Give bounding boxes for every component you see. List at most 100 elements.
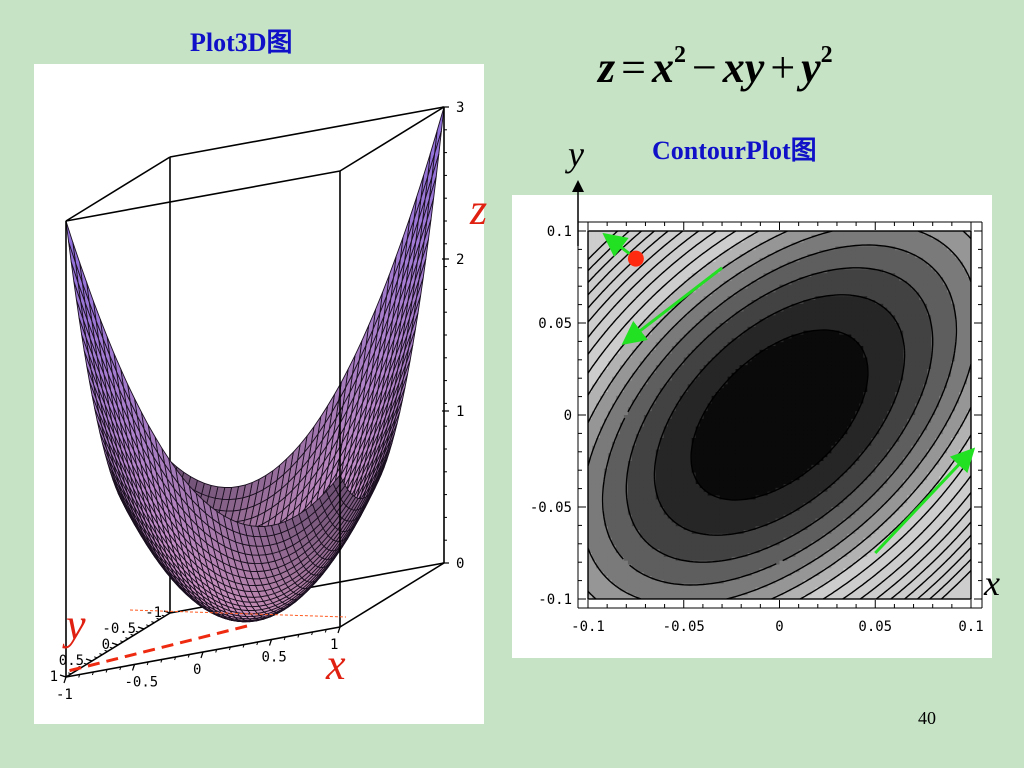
contour-band-cell	[715, 430, 721, 435]
contour-band-cell	[607, 518, 613, 523]
contour-band-cell	[615, 288, 621, 293]
contour-band-cell	[643, 234, 649, 240]
contour-band-cell	[615, 346, 621, 351]
contour-band-cell	[607, 388, 613, 393]
contour-band-cell	[715, 369, 721, 374]
contour-band-cell	[715, 499, 721, 504]
contour-band-cell	[643, 441, 649, 447]
contour-band-cell	[599, 353, 605, 359]
contour-band-cell	[588, 495, 593, 500]
contour-band-cell	[675, 526, 681, 531]
contour-band-cell	[631, 537, 637, 543]
contour-band-cell	[639, 365, 645, 370]
contour-regions	[588, 231, 971, 599]
contour-band-cell	[647, 537, 653, 543]
contour-band-cell	[655, 346, 661, 351]
contour-band-cell	[711, 300, 717, 305]
contour-band-cell	[647, 572, 653, 577]
contour-band-cell	[647, 323, 653, 328]
contour-band-cell	[623, 526, 629, 531]
contour-band-cell	[655, 376, 661, 382]
contour-band-cell	[607, 315, 613, 320]
contour-band-cell	[683, 323, 689, 328]
contour-band-cell	[659, 407, 665, 412]
contour-band-cell	[639, 231, 645, 236]
contour-band-cell	[595, 388, 601, 393]
contour-band-cell	[615, 280, 621, 286]
contour-band-cell	[651, 361, 657, 366]
contour-band-cell	[643, 261, 649, 267]
contour-band-cell	[659, 303, 665, 309]
contour-band-cell	[599, 392, 605, 397]
contour-band-cell	[591, 257, 597, 263]
contour-band-cell	[699, 507, 705, 512]
contour-band-cell	[591, 480, 597, 485]
contour-band-cell	[695, 384, 701, 389]
contour-band-cell	[683, 303, 689, 309]
contour-band-cell	[611, 530, 617, 535]
contour-band-cell	[695, 510, 701, 516]
box-edge	[65, 170, 341, 222]
contour-band-cell	[627, 572, 633, 577]
x-axis-label: x	[325, 640, 346, 689]
contour-band-cell	[715, 514, 721, 520]
contour-band-cell	[631, 579, 637, 585]
contour-band-cell	[647, 430, 653, 435]
contour-band-cell	[607, 346, 613, 351]
contour-band-cell	[719, 338, 725, 343]
contour-band-cell	[588, 323, 593, 328]
contour-band-cell	[683, 319, 689, 324]
contour-band-cell	[691, 568, 697, 573]
contour-band-cell	[647, 392, 653, 397]
contour-band-cell	[671, 403, 677, 408]
contour-band-cell	[679, 430, 685, 435]
contour-band-cell	[655, 449, 661, 454]
y-tick-label: 0.5	[59, 653, 84, 669]
contour-band-cell	[623, 307, 629, 313]
contour-band-cell	[639, 476, 645, 481]
contour-band-cell	[699, 376, 705, 382]
contour-band-cell	[691, 346, 697, 351]
contour-band-cell	[687, 545, 693, 550]
contour-band-cell	[631, 507, 637, 512]
contour-band-cell	[715, 334, 721, 339]
contour-band-cell	[719, 445, 725, 451]
contour-band-cell	[623, 591, 629, 596]
contour-band-cell	[691, 357, 697, 362]
contour-band-cell	[631, 361, 637, 366]
contour-band-cell	[615, 564, 621, 569]
contour-band-cell	[651, 277, 657, 282]
contour-band-cell	[667, 507, 673, 512]
contour-band-cell	[711, 357, 717, 362]
contour-band-cell	[643, 311, 649, 316]
contour-band-cell	[719, 468, 725, 474]
contour-band-cell	[691, 388, 697, 393]
contour-band-cell	[715, 349, 721, 355]
contour-band-cell	[679, 242, 685, 247]
contour-band-cell	[595, 288, 601, 293]
contour-band-cell	[695, 231, 701, 236]
contour-band-cell	[588, 568, 593, 573]
contour-band-cell	[687, 315, 693, 320]
contour-band-cell	[719, 480, 725, 485]
contour-band-cell	[611, 595, 617, 599]
contour-band-cell	[599, 530, 605, 535]
contour-band-cell	[711, 353, 717, 359]
contour-band-cell	[687, 349, 693, 355]
contour-band-cell	[695, 533, 701, 539]
contour-band-cell	[683, 376, 689, 382]
contour-band-cell	[675, 495, 681, 500]
contour-band-cell	[643, 453, 649, 458]
contour-band-cell	[715, 284, 721, 290]
contour-band-cell	[588, 549, 593, 554]
contour-band-cell	[599, 472, 605, 477]
contour-band-cell	[691, 579, 697, 585]
contour-band-cell	[695, 426, 701, 431]
contour-band-cell	[667, 449, 673, 454]
contour-band-cell	[711, 238, 717, 244]
contour-band-cell	[691, 376, 697, 382]
contour-band-cell	[723, 242, 729, 247]
contour-band-cell	[611, 269, 617, 274]
contour-band-cell	[695, 411, 701, 416]
contour-band-cell	[699, 499, 705, 504]
